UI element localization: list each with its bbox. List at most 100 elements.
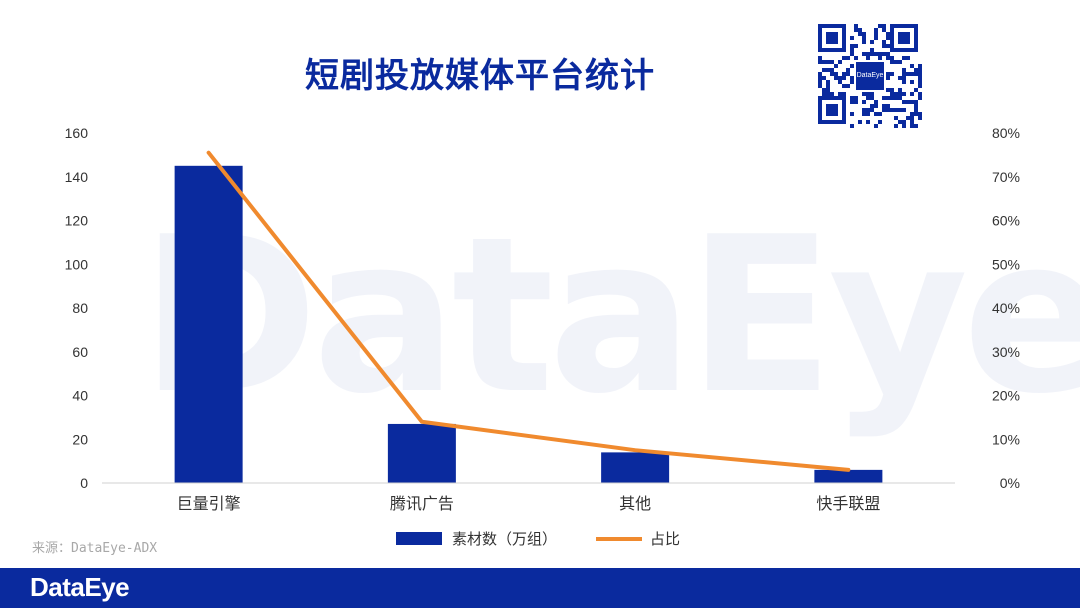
qr-module xyxy=(862,40,866,44)
y-right-tick-label: 30% xyxy=(992,344,1020,360)
qr-module xyxy=(886,56,890,60)
qr-module xyxy=(850,64,854,68)
qr-module xyxy=(906,116,910,120)
qr-module xyxy=(882,40,886,44)
qr-module xyxy=(826,80,830,84)
qr-module xyxy=(850,44,854,48)
qr-module xyxy=(862,32,866,36)
qr-module xyxy=(886,104,890,108)
qr-module xyxy=(894,60,898,64)
y-left-tick-label: 120 xyxy=(65,213,89,229)
qr-module xyxy=(914,104,918,108)
qr-module xyxy=(910,112,914,116)
qr-module xyxy=(862,108,866,112)
qr-module xyxy=(866,52,870,56)
x-tick-label: 腾讯广告 xyxy=(390,494,454,513)
qr-module xyxy=(894,96,898,100)
qr-module xyxy=(874,104,878,108)
bar-巨量引擎 xyxy=(174,165,243,483)
qr-module xyxy=(890,60,894,64)
qr-module xyxy=(910,116,914,120)
qr-module xyxy=(902,124,906,128)
qr-module xyxy=(854,44,858,48)
qr-module xyxy=(866,108,870,112)
qr-finder xyxy=(898,32,910,44)
qr-module xyxy=(850,80,854,84)
qr-finder xyxy=(826,32,838,44)
qr-module xyxy=(862,52,866,56)
y-right-tick-label: 60% xyxy=(992,213,1020,229)
qr-module xyxy=(882,104,886,108)
qr-module xyxy=(894,124,898,128)
qr-module xyxy=(910,100,914,104)
qr-module xyxy=(874,124,878,128)
qr-module xyxy=(886,72,890,76)
qr-module xyxy=(902,92,906,96)
qr-module xyxy=(874,28,878,32)
y-right-tick-label: 80% xyxy=(992,125,1020,141)
qr-module xyxy=(850,52,854,56)
qr-module xyxy=(826,60,830,64)
qr-module xyxy=(898,92,902,96)
qr-module xyxy=(890,88,894,92)
qr-module xyxy=(886,32,890,36)
qr-module xyxy=(822,76,826,80)
qr-module xyxy=(882,44,886,48)
y-right-tick-label: 0% xyxy=(1000,475,1020,491)
qr-module xyxy=(902,120,906,124)
qr-module xyxy=(850,124,854,128)
qr-module xyxy=(898,88,902,92)
qr-module xyxy=(842,84,846,88)
qr-module xyxy=(850,112,854,116)
legend-bar-label: 素材数（万组） xyxy=(452,530,557,548)
bar-腾讯广告 xyxy=(387,423,456,483)
qr-module xyxy=(850,96,854,100)
qr-module xyxy=(862,112,866,116)
qr-module xyxy=(886,88,890,92)
qr-module xyxy=(826,92,830,96)
chart-area: 0 20 40 60 80 100 120 140 160 0% 10% 20% 30% 40% 50% 60… xyxy=(65,125,1020,548)
qr-module xyxy=(914,124,918,128)
legend-bar-swatch xyxy=(396,532,442,545)
qr-center-logo: DataEye xyxy=(856,62,884,90)
line-series-share xyxy=(206,150,851,472)
qr-module xyxy=(838,80,842,84)
qr-module xyxy=(826,88,830,92)
y-right-tick-label: 50% xyxy=(992,256,1020,272)
qr-module xyxy=(846,56,850,60)
qr-module xyxy=(878,56,882,60)
qr-module xyxy=(898,96,902,100)
qr-module xyxy=(822,92,826,96)
qr-module xyxy=(866,96,870,100)
qr-module xyxy=(882,52,886,56)
qr-module xyxy=(870,48,874,52)
qr-module xyxy=(818,80,822,84)
qr-module xyxy=(882,28,886,32)
qr-module xyxy=(918,96,922,100)
y-left-tick-label: 100 xyxy=(65,256,89,272)
qr-module xyxy=(894,108,898,112)
qr-module xyxy=(914,68,918,72)
qr-module xyxy=(818,72,822,76)
qr-code: DataEye xyxy=(818,24,922,128)
qr-module xyxy=(866,120,870,124)
qr-module xyxy=(890,56,894,60)
qr-module xyxy=(906,72,910,76)
qr-module xyxy=(870,92,874,96)
qr-module xyxy=(854,96,858,100)
qr-module xyxy=(846,72,850,76)
qr-module xyxy=(890,72,894,76)
qr-module xyxy=(874,32,878,36)
qr-module xyxy=(834,72,838,76)
qr-module xyxy=(910,64,914,68)
qr-module xyxy=(862,100,866,104)
qr-module xyxy=(850,48,854,52)
qr-module xyxy=(830,92,834,96)
qr-code-pattern xyxy=(818,24,922,128)
qr-module xyxy=(902,68,906,72)
y-left-tick-label: 20 xyxy=(72,431,88,447)
qr-module xyxy=(914,108,918,112)
qr-module xyxy=(910,72,914,76)
qr-module xyxy=(878,120,882,124)
qr-module xyxy=(822,68,826,72)
